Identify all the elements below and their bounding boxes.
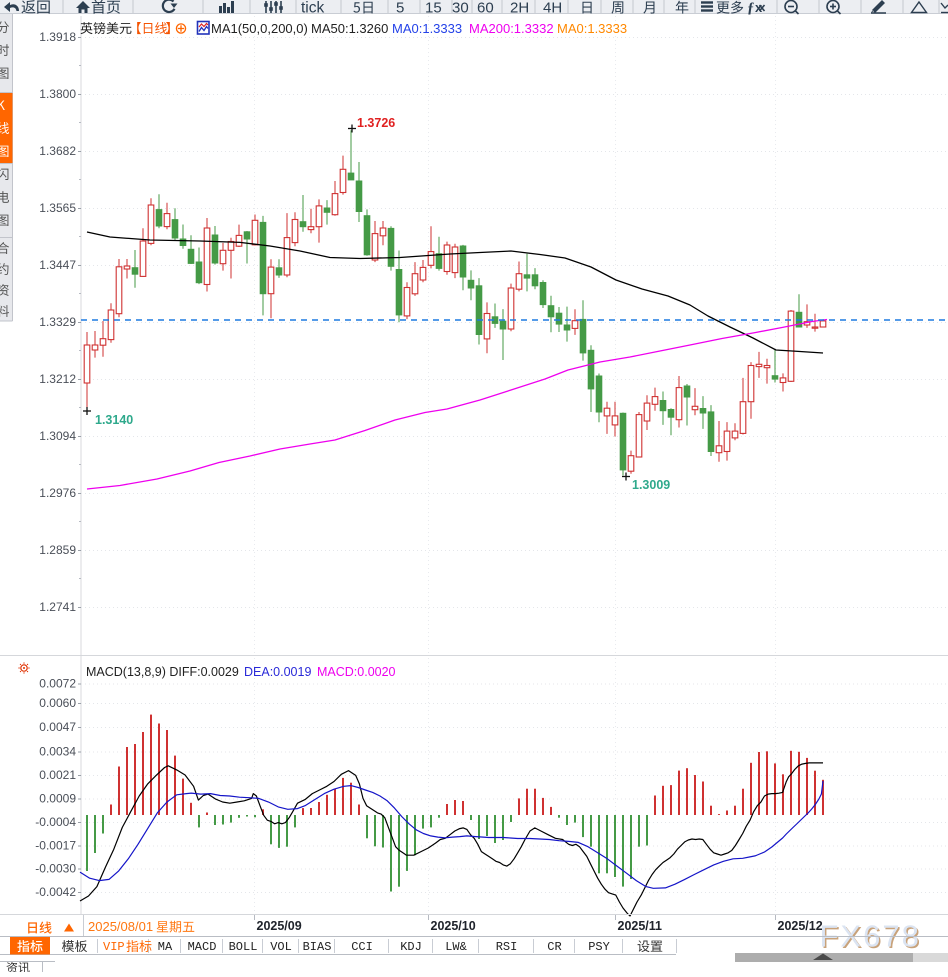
svg-text:BOLL: BOLL xyxy=(229,940,258,954)
svg-text:-0.0042: -0.0042 xyxy=(35,885,76,899)
svg-text:PSY: PSY xyxy=(588,940,610,954)
svg-text:15: 15 xyxy=(425,0,442,17)
svg-text:0.0072: 0.0072 xyxy=(39,677,76,691)
svg-text:1.2976: 1.2976 xyxy=(39,486,76,500)
svg-text:0.0009: 0.0009 xyxy=(39,792,76,806)
svg-text:MA0:1.3333: MA0:1.3333 xyxy=(392,21,462,36)
svg-text:KDJ: KDJ xyxy=(400,940,422,954)
svg-text:1.3447: 1.3447 xyxy=(39,258,76,272)
svg-text:FX678: FX678 xyxy=(821,920,922,955)
svg-text:VOL: VOL xyxy=(270,940,292,954)
svg-text:4H: 4H xyxy=(543,0,562,17)
svg-text:MACD(13,8,9) DIFF:0.0029: MACD(13,8,9) DIFF:0.0029 xyxy=(86,665,239,679)
svg-text:LW&: LW& xyxy=(445,940,467,954)
svg-text:-0.0017: -0.0017 xyxy=(35,839,76,853)
svg-text:ƒ: ƒ xyxy=(747,0,755,16)
svg-text:2025/10: 2025/10 xyxy=(431,919,476,933)
svg-text:x: x xyxy=(755,0,763,15)
svg-text:RSI: RSI xyxy=(496,940,518,954)
svg-text:2025/09: 2025/09 xyxy=(257,919,302,933)
svg-text:MA0:1.3333: MA0:1.3333 xyxy=(557,21,627,36)
svg-text:CCI: CCI xyxy=(351,940,373,954)
svg-text:30: 30 xyxy=(452,0,469,17)
svg-text:1.3140: 1.3140 xyxy=(95,413,133,427)
svg-text:1.3682: 1.3682 xyxy=(39,144,76,158)
svg-text:1.3800: 1.3800 xyxy=(39,87,76,101)
svg-text:DEA:0.0019: DEA:0.0019 xyxy=(244,665,311,679)
svg-text:MA50:1.3260: MA50:1.3260 xyxy=(311,21,388,36)
svg-text:1.2741: 1.2741 xyxy=(39,600,76,614)
svg-text:0.0021: 0.0021 xyxy=(39,768,76,782)
svg-text:1.3329: 1.3329 xyxy=(39,315,76,329)
svg-text:1.3918: 1.3918 xyxy=(39,30,76,44)
svg-text:5: 5 xyxy=(396,0,404,17)
svg-text:2025/08/01: 2025/08/01 xyxy=(88,919,153,934)
svg-text:0.0034: 0.0034 xyxy=(39,745,76,759)
svg-text:MA200:1.3332: MA200:1.3332 xyxy=(469,21,554,36)
svg-text:2H: 2H xyxy=(510,0,529,17)
svg-text:2025/11: 2025/11 xyxy=(618,919,663,933)
svg-text:CR: CR xyxy=(547,940,561,954)
svg-text:MA1(50,0,200,0): MA1(50,0,200,0) xyxy=(211,21,308,36)
svg-text:0.0060: 0.0060 xyxy=(39,696,76,710)
svg-text:1.3565: 1.3565 xyxy=(39,201,76,215)
svg-text:tick: tick xyxy=(301,0,325,17)
svg-text:MACD:0.0020: MACD:0.0020 xyxy=(317,665,396,679)
svg-text:1.3094: 1.3094 xyxy=(39,429,76,443)
svg-text:1.3726: 1.3726 xyxy=(357,116,395,130)
svg-text:0.0047: 0.0047 xyxy=(39,720,76,734)
svg-text:BIAS: BIAS xyxy=(303,940,332,954)
svg-text:2025/12: 2025/12 xyxy=(778,919,823,933)
svg-text:VIP: VIP xyxy=(103,940,125,954)
svg-text:-0.0030: -0.0030 xyxy=(35,862,76,876)
svg-text:1.3009: 1.3009 xyxy=(632,478,670,492)
svg-text:MACD: MACD xyxy=(188,940,217,954)
svg-text:60: 60 xyxy=(477,0,494,17)
svg-text:-0.0004: -0.0004 xyxy=(35,815,76,829)
svg-text:1.2859: 1.2859 xyxy=(39,543,76,557)
svg-text:MA: MA xyxy=(158,940,173,954)
svg-text:1.3212: 1.3212 xyxy=(39,372,76,386)
